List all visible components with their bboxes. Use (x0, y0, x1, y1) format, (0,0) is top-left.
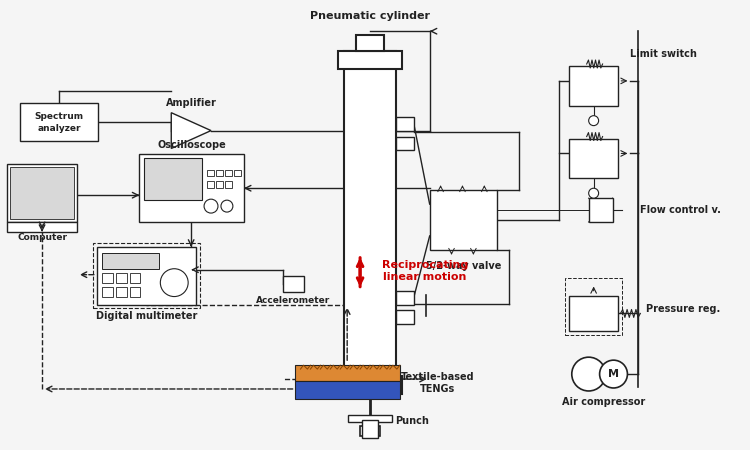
Bar (207, 171, 214, 176)
Bar (338, 376, 402, 394)
Bar (338, 51, 402, 69)
Bar (296, 381, 400, 399)
Text: Amplifier: Amplifier (166, 98, 217, 108)
Bar (296, 365, 400, 381)
Bar (10, 167, 74, 219)
Text: Limit switch: Limit switch (630, 49, 697, 59)
Bar (565, 278, 622, 335)
Bar (430, 190, 497, 250)
Bar (356, 35, 384, 51)
Bar (102, 287, 112, 297)
Text: TENGs: TENGs (420, 384, 455, 394)
Bar (116, 287, 127, 297)
Bar (589, 198, 613, 222)
Circle shape (221, 200, 233, 212)
Bar (130, 273, 140, 283)
Bar (396, 117, 414, 130)
Bar (234, 171, 241, 176)
Bar (396, 291, 414, 305)
Bar (20, 103, 98, 140)
Bar (102, 253, 159, 269)
Text: Pneumatic cylinder: Pneumatic cylinder (310, 11, 430, 21)
Bar (93, 243, 200, 309)
Bar (396, 136, 414, 150)
Text: Spectrum: Spectrum (34, 112, 83, 121)
Bar (225, 181, 232, 188)
Bar (362, 420, 378, 438)
Circle shape (599, 360, 628, 388)
Bar (283, 276, 304, 292)
Bar (225, 171, 232, 176)
Text: Oscilloscope: Oscilloscope (158, 140, 226, 150)
Text: Air compressor: Air compressor (562, 397, 645, 407)
Circle shape (572, 357, 605, 391)
Text: Flow control v.: Flow control v. (640, 205, 721, 215)
Bar (216, 171, 223, 176)
Bar (116, 273, 127, 283)
Bar (8, 164, 76, 222)
Bar (207, 181, 214, 188)
Polygon shape (171, 112, 211, 148)
Bar (216, 181, 223, 188)
Bar (102, 273, 112, 283)
Bar (145, 158, 202, 200)
Text: Reciprocating: Reciprocating (382, 260, 468, 270)
Bar (360, 426, 380, 436)
Text: 5/2-way valve: 5/2-way valve (426, 261, 501, 271)
Bar (568, 139, 619, 178)
Text: Computer: Computer (17, 234, 67, 243)
Bar (348, 415, 392, 422)
Text: Pressure reg.: Pressure reg. (646, 305, 720, 315)
Bar (568, 296, 619, 331)
Text: analyzer: analyzer (38, 124, 81, 133)
Circle shape (204, 199, 218, 213)
Text: M: M (608, 369, 619, 379)
Bar (8, 222, 76, 232)
Circle shape (589, 188, 598, 198)
Bar (97, 247, 196, 305)
Circle shape (589, 116, 598, 126)
Bar (130, 287, 140, 297)
Bar (140, 154, 244, 222)
Text: linear motion: linear motion (383, 272, 466, 282)
Bar (344, 51, 396, 394)
Bar (568, 66, 619, 106)
Text: Punch: Punch (394, 416, 429, 426)
Text: Textile-based: Textile-based (400, 372, 475, 382)
Text: Digital multimeter: Digital multimeter (96, 311, 197, 321)
Circle shape (160, 269, 188, 297)
Bar (396, 310, 414, 324)
Text: Accelerometer: Accelerometer (256, 296, 331, 305)
